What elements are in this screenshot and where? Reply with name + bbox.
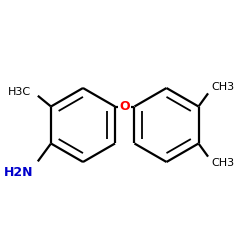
Text: CH3: CH3 <box>212 82 235 92</box>
Text: H2N: H2N <box>4 166 33 179</box>
Text: O: O <box>120 100 130 113</box>
Text: H3C: H3C <box>8 87 31 97</box>
Text: CH3: CH3 <box>212 158 235 168</box>
